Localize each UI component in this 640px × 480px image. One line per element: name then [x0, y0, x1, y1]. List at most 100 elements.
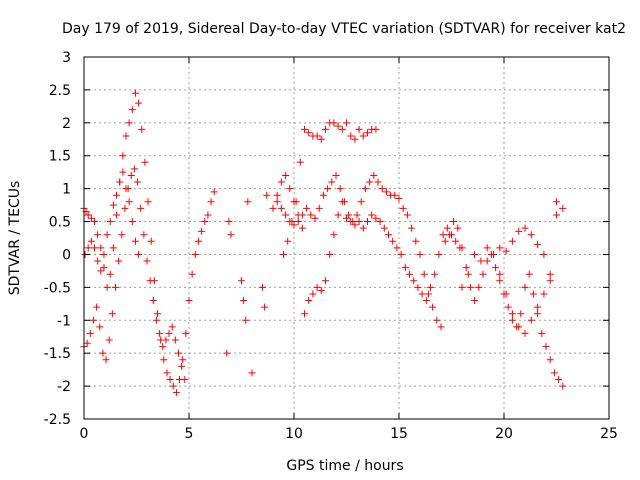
data-point — [94, 231, 102, 239]
data-point — [559, 204, 567, 212]
data-point — [280, 250, 287, 258]
data-point — [364, 218, 371, 226]
data-point — [103, 283, 111, 291]
y-tick-label: 2 — [62, 116, 71, 132]
data-point — [378, 185, 386, 193]
data-point — [412, 237, 420, 245]
data-point — [169, 382, 177, 390]
data-point — [113, 211, 121, 219]
data-point — [361, 185, 369, 193]
data-point — [418, 290, 426, 298]
data-point — [319, 191, 327, 199]
data-point — [84, 211, 92, 219]
data-point — [298, 211, 306, 219]
data-point — [416, 250, 424, 258]
data-point — [152, 316, 160, 324]
plot-frame — [83, 56, 610, 420]
data-point — [385, 231, 392, 239]
data-point — [94, 257, 102, 265]
data-point — [128, 218, 136, 226]
data-point — [105, 336, 113, 344]
data-point — [125, 198, 133, 206]
data-point — [504, 303, 512, 311]
data-point — [555, 376, 563, 384]
data-point — [414, 283, 422, 291]
data-point — [540, 290, 548, 298]
data-point — [163, 369, 171, 377]
y-tick-label: -1 — [57, 313, 71, 329]
data-point — [435, 250, 443, 258]
data-point — [179, 356, 187, 364]
data-point — [134, 178, 142, 186]
data-point — [97, 267, 105, 275]
data-point — [517, 310, 525, 318]
data-point — [292, 198, 300, 206]
data-point — [376, 218, 384, 226]
data-point — [273, 198, 281, 206]
data-point — [483, 244, 491, 252]
data-point — [315, 204, 323, 212]
data-point — [109, 244, 117, 252]
data-point — [534, 241, 542, 249]
data-point — [106, 218, 114, 226]
data-point — [540, 250, 548, 258]
data-point — [529, 290, 537, 298]
data-point — [334, 211, 342, 219]
data-point — [305, 129, 313, 137]
y-tick-label: 2.5 — [49, 83, 71, 99]
data-point — [311, 214, 319, 222]
axis-ticks: 0 5 10 15 20 25 -2.5 -2 -1.5 -1 -0.5 0 0.5 1 1.5 2 2.5 3 — [44, 50, 618, 442]
data-point — [397, 250, 405, 258]
data-point — [380, 224, 388, 232]
y-axis-label: SDTVAR / TECUs — [7, 181, 23, 296]
chart-title: Day 179 of 2019, Sidereal Day-to-day VTE… — [62, 21, 626, 37]
data-point — [340, 198, 348, 206]
data-point — [141, 158, 149, 166]
data-point — [286, 218, 294, 226]
data-point — [349, 218, 357, 226]
data-point — [553, 198, 560, 206]
data-point — [171, 336, 179, 344]
data-point — [317, 135, 325, 143]
y-tick-label: 1.5 — [49, 149, 71, 165]
data-point — [546, 356, 554, 364]
x-axis-label: GPS time / hours — [286, 458, 403, 474]
data-point — [424, 290, 432, 298]
data-point — [403, 211, 411, 219]
data-point — [393, 244, 401, 252]
data-point — [166, 376, 174, 384]
data-point — [106, 270, 114, 278]
data-point — [135, 250, 143, 258]
data-point — [422, 297, 430, 305]
data-point — [156, 329, 164, 337]
data-point — [140, 231, 148, 239]
data-point — [284, 237, 292, 245]
data-point — [326, 250, 334, 258]
series-track-j — [490, 198, 560, 278]
data-point — [439, 231, 447, 239]
data-point — [374, 178, 382, 186]
data-point — [269, 204, 277, 212]
data-point — [334, 122, 342, 130]
x-tick-label: 5 — [185, 426, 194, 442]
data-point — [100, 250, 108, 258]
data-point — [542, 343, 550, 351]
data-point — [130, 165, 138, 173]
data-point — [135, 99, 143, 107]
data-point — [244, 198, 252, 206]
data-point — [138, 125, 146, 133]
data-point — [86, 329, 94, 337]
series-track-g — [273, 171, 445, 331]
data-point — [89, 316, 97, 324]
data-point — [475, 283, 483, 291]
data-point — [359, 132, 367, 140]
data-point — [328, 178, 336, 186]
data-point — [112, 283, 119, 291]
data-point — [115, 257, 123, 265]
data-point — [515, 323, 523, 331]
data-point — [546, 277, 554, 285]
data-point — [305, 297, 313, 305]
y-tick-label: 1 — [62, 182, 71, 198]
data-point — [296, 158, 304, 166]
